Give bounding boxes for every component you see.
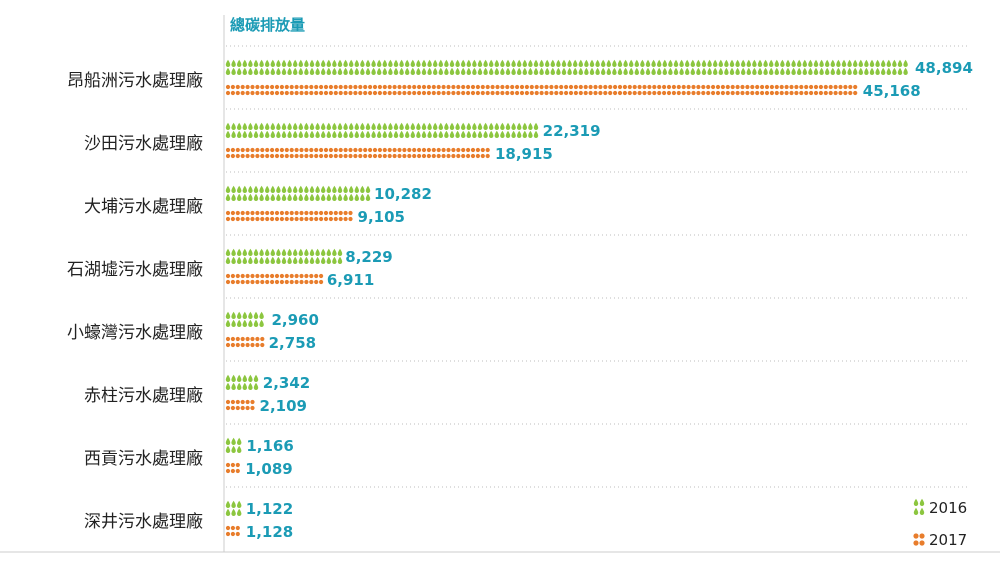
category-row: 深井污水處理廠 1,122 1,128 xyxy=(84,500,293,541)
bar-2017 xyxy=(225,525,240,537)
legend-label: 2016 xyxy=(929,499,967,517)
bar-2016 xyxy=(225,248,343,264)
category-label: 赤柱污水處理廠 xyxy=(84,385,203,406)
category-row: 小蠔灣污水處理廠 2,960 2,758 xyxy=(67,311,319,352)
legend-label: 2017 xyxy=(929,531,967,549)
category-label: 沙田污水處理廠 xyxy=(84,133,203,154)
value-label-2016: 1,122 xyxy=(246,500,293,518)
bar-2016 xyxy=(225,311,264,327)
value-label-2017: 18,915 xyxy=(495,145,553,163)
category-label: 大埔污水處理廠 xyxy=(84,196,203,217)
value-label-2017: 1,089 xyxy=(245,460,292,478)
value-label-2016: 22,319 xyxy=(543,122,601,140)
legend-item-2016: 2016 xyxy=(913,498,967,517)
category-row: 大埔污水處理廠 10,282 9,105 xyxy=(84,185,432,226)
bar-2016 xyxy=(225,437,242,453)
bar-2017 xyxy=(225,273,324,285)
category-label: 昂船洲污水處理廠 xyxy=(67,70,203,91)
bar-rows: 昂船洲污水處理廠 48,894 45,168 沙田污水處理廠 22,319 18,915 大… xyxy=(67,59,973,541)
value-label-2016: 1,166 xyxy=(246,437,293,455)
grid-lines xyxy=(226,45,970,488)
value-label-2016: 2,960 xyxy=(271,311,318,329)
category-row: 石湖墟污水處理廠 8,229 6,911 xyxy=(67,248,393,289)
value-label-2017: 1,128 xyxy=(246,523,293,541)
value-label-2016: 8,229 xyxy=(345,248,392,266)
category-row: 西貢污水處理廠 1,166 1,089 xyxy=(84,437,294,478)
bar-2016 xyxy=(225,59,908,76)
value-label-2016: 48,894 xyxy=(915,59,973,77)
value-label-2017: 2,109 xyxy=(260,397,307,415)
legend-item-2017: 2017 xyxy=(913,531,967,549)
value-label-2017: 6,911 xyxy=(327,271,374,289)
value-label-2017: 9,105 xyxy=(358,208,405,226)
bar-2016 xyxy=(225,122,539,139)
category-label: 小蠔灣污水處理廠 xyxy=(67,322,203,343)
category-label: 石湖墟污水處理廠 xyxy=(67,259,203,280)
category-label: 深井污水處理廠 xyxy=(84,511,203,532)
bar-2016 xyxy=(225,500,242,516)
bar-2017 xyxy=(225,84,858,96)
bar-2017 xyxy=(225,147,490,159)
legend-swatch xyxy=(913,498,925,515)
bar-2016 xyxy=(225,374,259,390)
axes xyxy=(0,15,1000,553)
legend-swatch xyxy=(913,533,925,546)
bar-2017 xyxy=(225,399,255,411)
bar-2017 xyxy=(225,462,240,474)
value-label-2016: 10,282 xyxy=(374,185,432,203)
legend: 2016 2017 xyxy=(913,498,967,549)
category-label: 西貢污水處理廠 xyxy=(84,448,203,469)
value-label-2017: 2,758 xyxy=(269,334,316,352)
value-label-2016: 2,342 xyxy=(263,374,310,392)
category-row: 赤柱污水處理廠 2,342 2,109 xyxy=(84,374,310,415)
bar-2017 xyxy=(225,210,353,222)
bar-2016 xyxy=(225,185,371,202)
category-row: 昂船洲污水處理廠 48,894 45,168 xyxy=(67,59,973,100)
chart-title: 總碳排放量 xyxy=(230,16,305,34)
bar-2017 xyxy=(225,336,265,348)
value-label-2017: 45,168 xyxy=(863,82,921,100)
category-row: 沙田污水處理廠 22,319 18,915 xyxy=(84,122,601,163)
